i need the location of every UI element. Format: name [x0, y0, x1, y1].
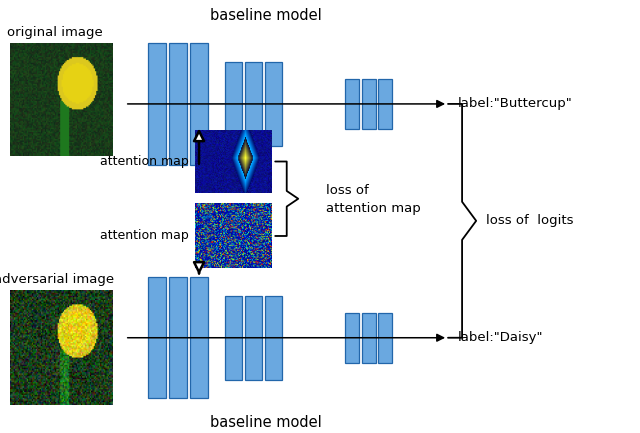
Text: baseline model: baseline model — [210, 415, 321, 430]
Bar — [225, 296, 242, 380]
Bar — [190, 43, 208, 165]
Bar — [169, 43, 187, 165]
Text: attention map: attention map — [100, 229, 188, 242]
Bar — [148, 277, 166, 398]
Bar — [362, 313, 376, 363]
Bar — [265, 296, 282, 380]
Bar — [190, 277, 208, 398]
Bar — [345, 313, 359, 363]
Bar — [362, 79, 376, 129]
Text: original image: original image — [6, 26, 102, 39]
Bar — [245, 296, 262, 380]
Text: label:"Daisy": label:"Daisy" — [458, 331, 543, 344]
Bar — [378, 313, 392, 363]
Bar — [169, 277, 187, 398]
Text: adversarial image: adversarial image — [0, 273, 115, 286]
Bar — [345, 79, 359, 129]
Bar — [225, 61, 242, 146]
Bar — [378, 79, 392, 129]
Text: loss of
attention map: loss of attention map — [326, 184, 421, 215]
Bar — [148, 43, 166, 165]
Bar — [265, 61, 282, 146]
Bar — [245, 61, 262, 146]
Text: attention map: attention map — [100, 155, 188, 168]
Text: loss of  logits: loss of logits — [486, 214, 574, 227]
Text: baseline model: baseline model — [210, 8, 321, 23]
Text: label:"Buttercup": label:"Buttercup" — [458, 97, 572, 110]
